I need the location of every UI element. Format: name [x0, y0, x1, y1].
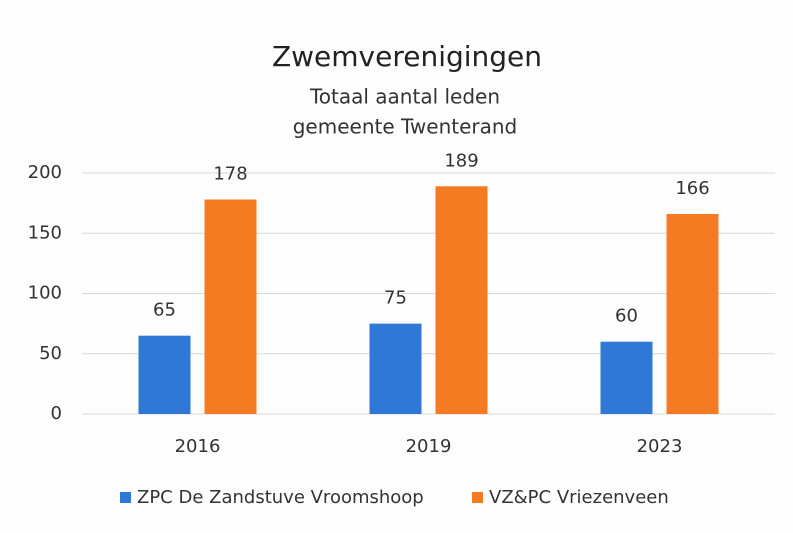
- data-label: 178: [213, 164, 247, 185]
- bar: [600, 341, 653, 414]
- x-tick-label: 2019: [406, 436, 452, 457]
- data-label: 75: [384, 288, 407, 309]
- legend-swatch: [120, 492, 131, 503]
- bar: [138, 335, 191, 414]
- legend-swatch: [472, 492, 483, 503]
- bar: [666, 213, 719, 414]
- x-tick-label: 2023: [637, 436, 683, 457]
- y-tick-label: 100: [28, 283, 62, 304]
- x-tick-label: 2016: [175, 436, 221, 457]
- bar: [435, 186, 488, 414]
- bar: [204, 199, 257, 414]
- legend-label: ZPC De Zandstuve Vroomshoop: [137, 487, 424, 508]
- data-label: 60: [615, 306, 638, 327]
- y-tick-label: 50: [39, 343, 62, 364]
- chart-subtitle: gemeente Twenterand: [293, 115, 518, 139]
- data-label: 189: [444, 150, 478, 171]
- y-tick-label: 200: [28, 162, 62, 183]
- legend-label: VZ&PC Vriezenveen: [489, 487, 669, 508]
- bar: [369, 323, 422, 414]
- y-tick-label: 150: [28, 222, 62, 243]
- chart-title: Zwemverenigingen: [272, 40, 542, 73]
- y-tick-label: 0: [51, 403, 62, 424]
- data-label: 65: [153, 300, 176, 321]
- chart-subtitle: Totaal aantal leden: [309, 85, 500, 109]
- data-label: 166: [675, 178, 709, 199]
